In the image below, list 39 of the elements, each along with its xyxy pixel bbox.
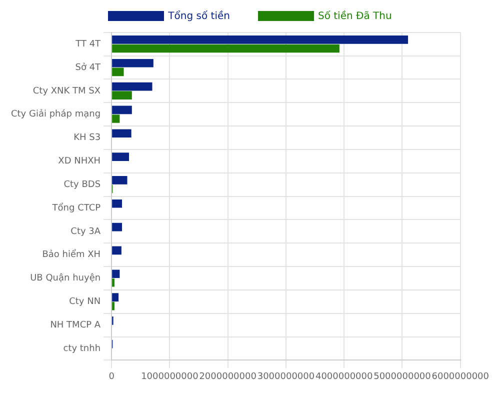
y-tick-label: Cty Giải pháp mạng bbox=[10, 108, 101, 120]
x-tick-label: 4000000000 bbox=[315, 372, 373, 382]
bar bbox=[112, 68, 124, 76]
x-tick-label: 2000000000 bbox=[199, 372, 257, 382]
y-tick-label: cty tnhh bbox=[63, 344, 101, 354]
bar bbox=[112, 106, 132, 114]
x-tick-label: 3000000000 bbox=[257, 372, 315, 382]
y-tick-label: XD NHXH bbox=[58, 156, 101, 167]
bar bbox=[112, 91, 132, 100]
y-tick-label: Sở 4T bbox=[75, 62, 102, 73]
bar bbox=[112, 114, 120, 123]
bar bbox=[112, 82, 152, 91]
y-tick-label: Cty XNK TM SX bbox=[32, 86, 101, 96]
x-tick-label: 1000000000 bbox=[141, 372, 199, 382]
bar bbox=[112, 293, 119, 302]
bar bbox=[112, 152, 129, 161]
bar bbox=[112, 36, 408, 44]
bar bbox=[112, 199, 122, 208]
series-label: Tổng số tiền bbox=[168, 10, 230, 22]
y-tick-label: Cty 3A bbox=[70, 226, 102, 237]
x-tick-label: 6000000000 bbox=[432, 372, 490, 382]
bar bbox=[112, 222, 122, 232]
bar bbox=[112, 270, 120, 278]
y-tick-label: Cty NN bbox=[69, 297, 101, 308]
bar bbox=[112, 129, 132, 138]
y-tick-label: Bảo hiểm XH bbox=[42, 249, 101, 260]
x-tick-label: 5000000000 bbox=[374, 372, 432, 382]
y-tick-label: Cty BDS bbox=[64, 180, 101, 190]
y-tick-label: UB Quận huyện bbox=[30, 272, 101, 284]
y-tick-label: KH S3 bbox=[74, 133, 101, 144]
x-tick-label: 0 bbox=[108, 372, 115, 382]
bar bbox=[112, 58, 154, 68]
y-tick-label: TT 4T bbox=[74, 39, 102, 50]
text: Số tiền Đã Thu bbox=[318, 10, 392, 22]
bar bbox=[112, 246, 122, 255]
y-tick-label: NH TMCP A bbox=[50, 320, 102, 330]
y-tick-label: Tổng CTCP bbox=[51, 202, 102, 214]
bar bbox=[112, 176, 128, 184]
bar bbox=[112, 44, 340, 53]
